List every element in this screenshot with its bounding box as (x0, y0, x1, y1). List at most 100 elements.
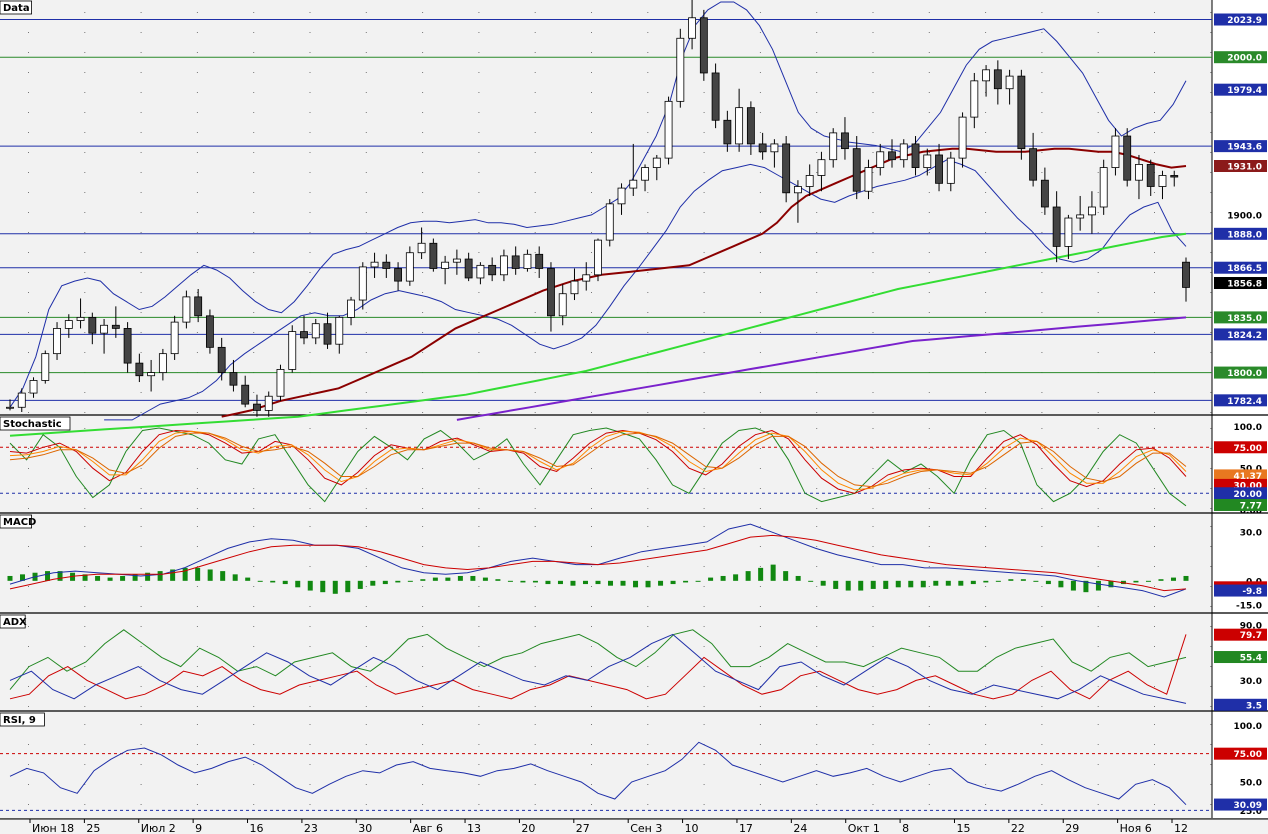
candle (699, 17, 708, 74)
level-tag-bg (1214, 13, 1267, 26)
candle (1146, 164, 1155, 187)
grid-dot (140, 724, 142, 725)
grid-dot (872, 212, 874, 213)
grid-dot (1154, 412, 1155, 413)
grid-dot (422, 526, 424, 527)
grid-dot (309, 468, 311, 469)
grid-dot (591, 764, 592, 765)
grid-dot (534, 744, 536, 745)
grid-dot (309, 332, 311, 333)
grid-dot (1041, 646, 1043, 647)
grid-dot (1097, 232, 1099, 233)
grid-dot (422, 292, 424, 293)
grid-dot (703, 468, 705, 469)
pane-title-adx: ADX (3, 617, 27, 628)
grid-dot (196, 686, 198, 687)
candle (17, 392, 26, 408)
grid-dot (84, 744, 86, 745)
grid-dot (1154, 312, 1155, 313)
x-axis-label: 17 (739, 822, 753, 834)
price-tag-bg (1214, 160, 1267, 172)
stochastic-tag-bg (1214, 441, 1267, 454)
grid-dot (872, 272, 874, 273)
grid-dot (928, 132, 930, 133)
grid-dot (1097, 428, 1099, 429)
macd-histogram-bar (933, 580, 939, 586)
grid-dot (365, 152, 367, 153)
candle (793, 186, 802, 194)
grid-dot (1041, 566, 1043, 567)
grid-dot (1210, 72, 1212, 73)
grid-dot (647, 412, 649, 413)
pane-title-box (0, 0, 33, 15)
grid-dot (1210, 212, 1212, 213)
grid-dot (253, 804, 255, 805)
grid-dot (985, 508, 987, 509)
grid-dot (478, 112, 480, 113)
candle (570, 280, 579, 295)
grid-dot (1097, 412, 1099, 413)
macd-histogram-bar (1145, 580, 1151, 582)
macd-histogram-bar (107, 577, 113, 581)
grid-dot (816, 706, 818, 707)
macd-histogram-bar (195, 567, 201, 581)
grid-dot (478, 192, 480, 193)
grid-dot (872, 312, 874, 313)
candle (1182, 261, 1190, 288)
grid-dot (196, 526, 198, 527)
level-tag-bg (1214, 140, 1267, 153)
grid-dot (703, 412, 705, 413)
grid-dot (253, 412, 255, 413)
grid-dot (872, 428, 874, 429)
grid-dot (28, 706, 29, 707)
grid-dot (928, 646, 930, 647)
bollinger-upper (9, 1, 1187, 408)
grid-dot (985, 626, 987, 627)
moving-average-long (456, 316, 1187, 421)
grid-dot (140, 312, 142, 313)
grid-dot (1097, 212, 1099, 213)
grid-dot (928, 312, 930, 313)
grid-dot (703, 626, 705, 627)
grid-dot (1154, 646, 1155, 647)
candle (1017, 75, 1026, 150)
macd-histogram-bar (220, 571, 226, 581)
grid-dot (759, 392, 761, 393)
grid-dot (196, 724, 198, 725)
grid-dot (647, 72, 649, 73)
grid-dot (422, 546, 424, 547)
grid-dot (253, 508, 255, 509)
grid-dot (1041, 428, 1043, 429)
level-tag: 1943.6 (1227, 143, 1262, 153)
grid-dot (422, 272, 424, 273)
macd-histogram-bar (520, 580, 526, 583)
macd-histogram-bar (820, 580, 826, 586)
grid-dot (534, 666, 536, 667)
grid-dot (534, 546, 536, 547)
grid-dot (1041, 744, 1043, 745)
grid-dot (534, 172, 536, 173)
grid-dot (140, 508, 142, 509)
grid-dot (140, 72, 142, 73)
grid-dot (534, 132, 536, 133)
candle (158, 353, 167, 373)
grid-dot (759, 312, 761, 313)
macd-histogram-bar (420, 579, 426, 581)
candle (688, 17, 697, 39)
grid-dot (1041, 412, 1043, 413)
candle (1076, 214, 1085, 219)
grid-dot (816, 152, 818, 153)
adx-line-2 (9, 633, 1187, 704)
grid-dot (985, 606, 987, 607)
grid-dot (647, 666, 649, 667)
grid-dot (703, 172, 705, 173)
grid-dot (478, 92, 480, 93)
grid-dot (985, 332, 987, 333)
grid-dot (985, 566, 987, 567)
grid-dot (84, 784, 86, 785)
grid-dot (759, 468, 761, 469)
grid-dot (703, 332, 705, 333)
grid-dot (196, 172, 198, 173)
macd-tag-bg (1214, 584, 1267, 597)
